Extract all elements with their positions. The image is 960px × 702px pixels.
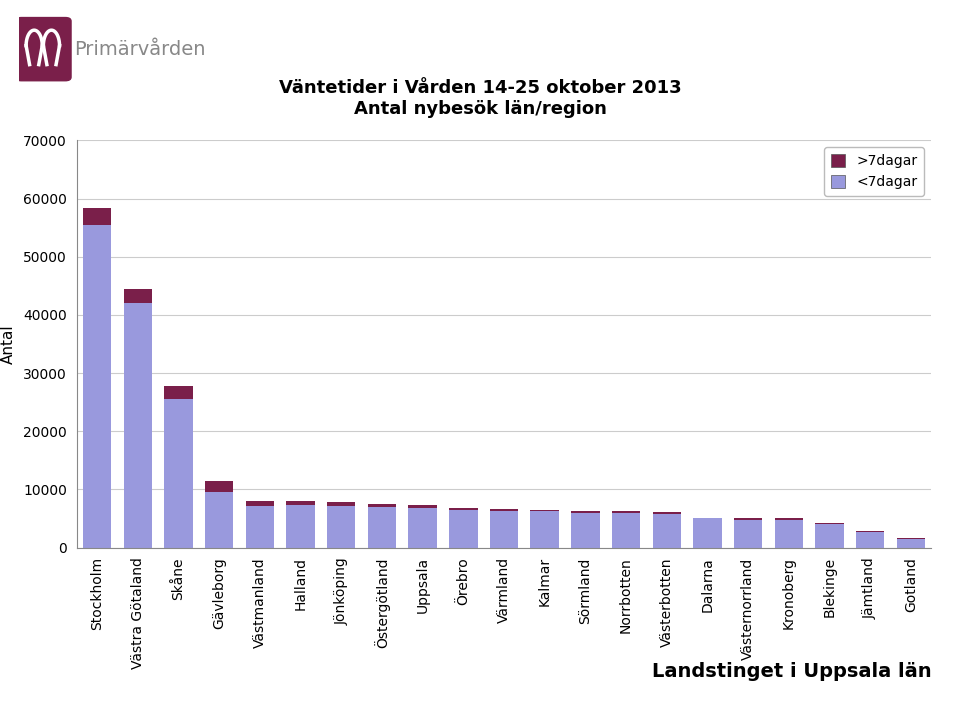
Y-axis label: Antal: Antal	[1, 324, 16, 364]
Bar	[204, 481, 233, 491]
Bar	[815, 523, 844, 524]
Bar	[124, 289, 152, 303]
Bar	[653, 515, 681, 548]
FancyBboxPatch shape	[15, 18, 71, 81]
Bar	[408, 508, 437, 548]
Bar	[327, 502, 355, 506]
Bar	[856, 532, 884, 548]
Bar	[571, 510, 600, 512]
Text: Primärvården: Primärvården	[75, 39, 206, 59]
Bar	[815, 524, 844, 548]
Bar	[408, 505, 437, 508]
Bar	[612, 513, 640, 548]
Bar	[164, 399, 193, 548]
Bar	[490, 509, 518, 511]
Bar	[531, 510, 559, 512]
Legend: >7dagar, <7dagar: >7dagar, <7dagar	[825, 147, 924, 196]
Bar	[124, 303, 152, 548]
Bar	[368, 508, 396, 548]
Bar	[449, 508, 477, 510]
Bar	[733, 519, 762, 548]
Bar	[368, 504, 396, 508]
Text: Landstinget i Uppsala län: Landstinget i Uppsala län	[652, 662, 931, 681]
Bar	[531, 512, 559, 548]
Bar	[246, 501, 275, 506]
Bar	[612, 511, 640, 513]
Text: Antal nybesök län/region: Antal nybesök län/region	[353, 100, 607, 118]
Bar	[653, 512, 681, 515]
Bar	[449, 510, 477, 548]
Bar	[733, 518, 762, 519]
Bar	[286, 501, 315, 505]
Bar	[164, 386, 193, 399]
Bar	[693, 519, 722, 548]
Bar	[246, 506, 275, 548]
Bar	[897, 538, 925, 548]
Bar	[856, 531, 884, 532]
Bar	[286, 505, 315, 548]
Bar	[83, 208, 111, 225]
Text: Väntetider i Vården 14-25 oktober 2013: Väntetider i Vården 14-25 oktober 2013	[278, 79, 682, 97]
Bar	[327, 506, 355, 548]
Bar	[490, 511, 518, 548]
Bar	[204, 491, 233, 548]
Bar	[83, 225, 111, 548]
Bar	[775, 519, 803, 548]
Bar	[571, 512, 600, 548]
